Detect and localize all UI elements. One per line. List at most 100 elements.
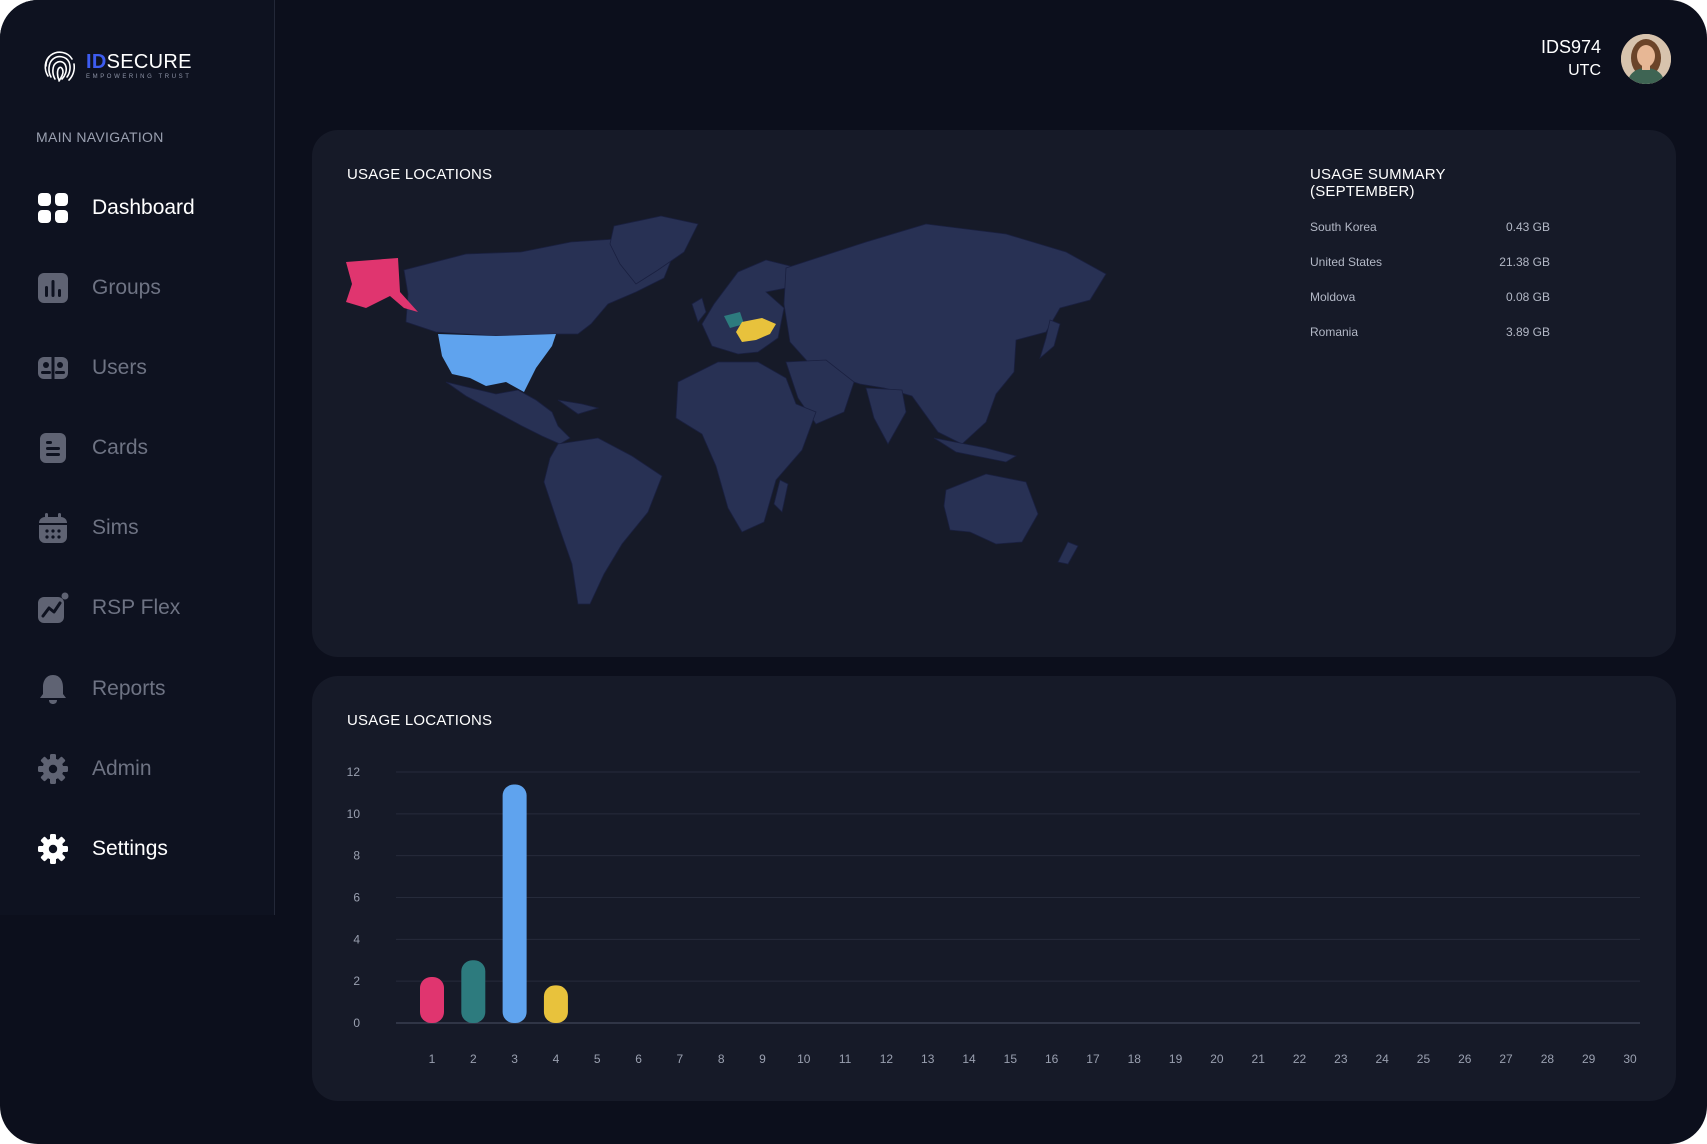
- user-timezone: UTC: [1568, 62, 1601, 79]
- sidebar-item-rsp-flex[interactable]: RSP Flex: [36, 588, 180, 628]
- sidebar: IDSECURE EMPOWERING TRUST MAIN NAVIGATIO…: [0, 0, 275, 915]
- nav-heading: MAIN NAVIGATION: [36, 129, 164, 145]
- x-tick-label: 2: [470, 1052, 477, 1066]
- x-tick-label: 5: [594, 1052, 601, 1066]
- summary-usage: 0.43 GB: [1505, 220, 1550, 234]
- sidebar-item-label: RSP Flex: [92, 596, 181, 619]
- chart-bar[interactable]: [502, 784, 527, 1023]
- map-europe: [701, 259, 799, 355]
- x-tick-label: 20: [1210, 1052, 1224, 1066]
- document-card-icon: [36, 431, 70, 465]
- sidebar-item-label: Groups: [92, 276, 161, 299]
- x-tick-label: 6: [635, 1052, 642, 1066]
- x-tick-label: 7: [677, 1052, 684, 1066]
- sidebar-item-admin[interactable]: Admin: [36, 749, 152, 789]
- map-ukraine-highlight: [736, 318, 776, 342]
- usage-locations-chart-panel: USAGE LOCATIONS 0 2 4 6 8 10 12 1 2 3 4 5 6 7 8 9 10 11 12…: [312, 676, 1676, 1101]
- summary-row: South Korea 0.43 GB: [1310, 220, 1550, 255]
- summary-usage: 3.89 GB: [1505, 325, 1550, 339]
- map-australia: [943, 473, 1039, 545]
- x-tick-label: 4: [553, 1052, 560, 1066]
- x-tick-label: 16: [1045, 1052, 1059, 1066]
- settings-gear-icon: [36, 832, 70, 866]
- map-japan: [1039, 319, 1061, 360]
- summary-row: Romania 3.89 GB: [1310, 325, 1550, 360]
- summary-country: South Korea: [1310, 220, 1377, 234]
- sidebar-item-label: Users: [92, 356, 147, 379]
- map-united-states-highlight: [438, 334, 556, 392]
- sidebar-item-settings[interactable]: Settings: [36, 829, 168, 869]
- fingerprint-icon: [44, 51, 76, 82]
- map-indonesia: [933, 437, 1018, 463]
- x-tick-label: 18: [1128, 1052, 1142, 1066]
- x-tick-label: 19: [1169, 1052, 1183, 1066]
- chart-bar[interactable]: [420, 976, 444, 1023]
- chart-bar[interactable]: [543, 985, 568, 1023]
- map-central-europe-highlight: [724, 312, 744, 328]
- brand-secure-text: SECURE: [106, 50, 192, 73]
- x-tick-label: 13: [921, 1052, 935, 1066]
- x-tick-label: 24: [1375, 1052, 1389, 1066]
- x-tick-label: 23: [1334, 1052, 1348, 1066]
- brand-logo[interactable]: IDSECURE EMPOWERING TRUST: [40, 46, 192, 86]
- y-tick-label: 0: [353, 1016, 360, 1030]
- users-icon: [36, 351, 70, 385]
- avatar[interactable]: [1621, 34, 1671, 84]
- x-tick-label: 10: [797, 1052, 811, 1066]
- usage-summary: USAGE SUMMARY (SEPTEMBER) South Korea 0.4…: [1310, 166, 1550, 360]
- x-tick-label: 8: [718, 1052, 725, 1066]
- map-south-america: [543, 437, 663, 605]
- sidebar-item-users[interactable]: Users: [36, 348, 147, 388]
- bar-chart-icon: [36, 271, 70, 305]
- dashboard-grid-icon: [36, 191, 70, 225]
- map-africa: [675, 361, 817, 533]
- x-tick-label: 29: [1582, 1052, 1596, 1066]
- y-tick-label: 2: [353, 974, 360, 988]
- map-new-zealand: [1057, 541, 1079, 565]
- user-profile[interactable]: IDS974 UTC: [1541, 34, 1671, 84]
- x-tick-label: 22: [1293, 1052, 1307, 1066]
- chart-bar[interactable]: [461, 960, 486, 1023]
- sidebar-item-label: Cards: [92, 436, 149, 459]
- sidebar-item-label: Settings: [92, 837, 168, 860]
- y-tick-label: 12: [347, 765, 361, 779]
- sidebar-item-label: Reports: [92, 677, 166, 700]
- y-tick-label: 6: [353, 891, 360, 905]
- summary-country: Romania: [1310, 325, 1359, 339]
- x-tick-label: 21: [1252, 1052, 1266, 1066]
- user-id: IDS974: [1540, 37, 1601, 57]
- x-tick-label: 26: [1458, 1052, 1472, 1066]
- brand-id-text: ID: [86, 50, 107, 73]
- x-tick-label: 15: [1004, 1052, 1018, 1066]
- gear-icon: [36, 752, 70, 786]
- x-tick-label: 17: [1086, 1052, 1100, 1066]
- map-caribbean: [557, 399, 600, 415]
- world-map[interactable]: [346, 212, 1166, 632]
- x-tick-label: 11: [839, 1052, 852, 1066]
- map-canada: [403, 237, 677, 337]
- bell-icon: [36, 672, 70, 706]
- sidebar-item-groups[interactable]: Groups: [36, 268, 161, 308]
- summary-usage: 21.38 GB: [1499, 255, 1550, 269]
- usage-locations-map-panel: USAGE LOCATIONS: [312, 130, 1676, 657]
- y-tick-label: 8: [353, 849, 360, 863]
- map-alaska-highlight: [346, 258, 418, 312]
- x-tick-label: 28: [1541, 1052, 1555, 1066]
- map-madagascar: [773, 479, 789, 513]
- x-tick-label: 3: [511, 1052, 518, 1066]
- sidebar-item-label: Admin: [92, 757, 152, 780]
- sidebar-item-dashboard[interactable]: Dashboard: [36, 188, 195, 228]
- map-greenland: [609, 215, 699, 285]
- trend-chart-icon: [36, 591, 70, 625]
- usage-summary-title: USAGE SUMMARY (SEPTEMBER): [1310, 166, 1446, 200]
- map-mexico-central-america: [445, 381, 571, 445]
- sidebar-item-reports[interactable]: Reports: [36, 669, 166, 709]
- x-tick-label: 30: [1623, 1052, 1637, 1066]
- summary-row: United States 21.38 GB: [1310, 255, 1550, 290]
- map-panel-title: USAGE LOCATIONS: [347, 166, 493, 183]
- sidebar-item-sims[interactable]: Sims: [36, 508, 139, 548]
- sidebar-item-label: Dashboard: [92, 196, 195, 219]
- x-tick-label: 9: [759, 1052, 766, 1066]
- sidebar-item-cards[interactable]: Cards: [36, 428, 148, 468]
